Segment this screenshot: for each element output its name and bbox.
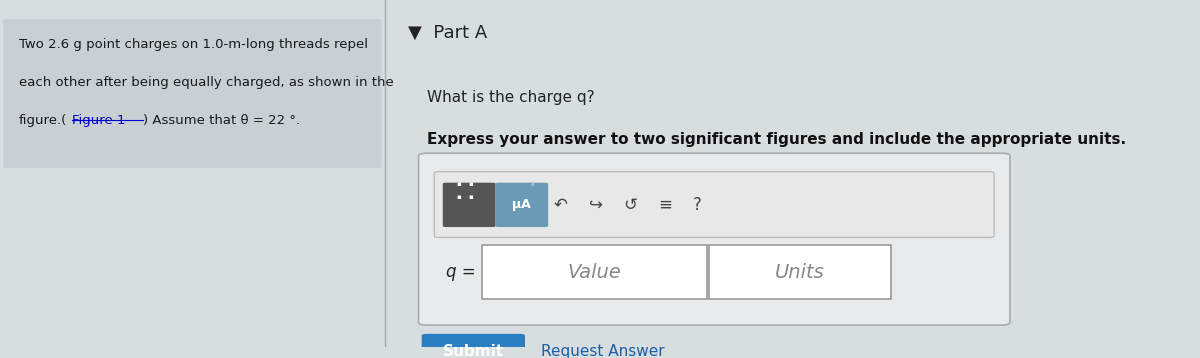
Text: ↺: ↺ — [624, 196, 637, 214]
FancyBboxPatch shape — [4, 19, 382, 168]
Text: Submit: Submit — [443, 344, 504, 358]
Text: °: ° — [530, 184, 534, 190]
Text: ▪: ▪ — [469, 182, 474, 187]
Text: Value: Value — [568, 263, 622, 282]
Text: ≡: ≡ — [659, 196, 672, 214]
Text: each other after being equally charged, as shown in the: each other after being equally charged, … — [19, 76, 394, 89]
Text: ↶: ↶ — [554, 196, 568, 214]
Text: Request Answer: Request Answer — [541, 344, 665, 358]
FancyBboxPatch shape — [496, 183, 548, 227]
Text: ▼  Part A: ▼ Part A — [408, 24, 487, 42]
Text: ▪: ▪ — [469, 194, 474, 200]
Text: ?: ? — [692, 196, 701, 214]
Text: ▪: ▪ — [456, 194, 461, 200]
Text: Two 2.6 g point charges on 1.0-m-long threads repel: Two 2.6 g point charges on 1.0-m-long th… — [19, 38, 368, 51]
FancyBboxPatch shape — [709, 246, 890, 299]
Text: ) Assume that θ = 22 °.: ) Assume that θ = 22 °. — [143, 115, 300, 127]
FancyBboxPatch shape — [421, 334, 526, 358]
Text: q =: q = — [446, 263, 475, 281]
Text: μA: μA — [512, 198, 532, 211]
FancyBboxPatch shape — [481, 246, 707, 299]
FancyBboxPatch shape — [443, 183, 496, 227]
Text: ▪: ▪ — [456, 182, 461, 187]
Text: What is the charge q?: What is the charge q? — [427, 90, 594, 105]
FancyBboxPatch shape — [434, 171, 994, 237]
Text: Units: Units — [775, 263, 826, 282]
Text: Figure 1: Figure 1 — [72, 115, 125, 127]
FancyBboxPatch shape — [419, 153, 1010, 325]
Text: figure.(: figure.( — [19, 115, 67, 127]
Text: ↪: ↪ — [589, 196, 602, 214]
Text: Express your answer to two significant figures and include the appropriate units: Express your answer to two significant f… — [427, 132, 1126, 147]
